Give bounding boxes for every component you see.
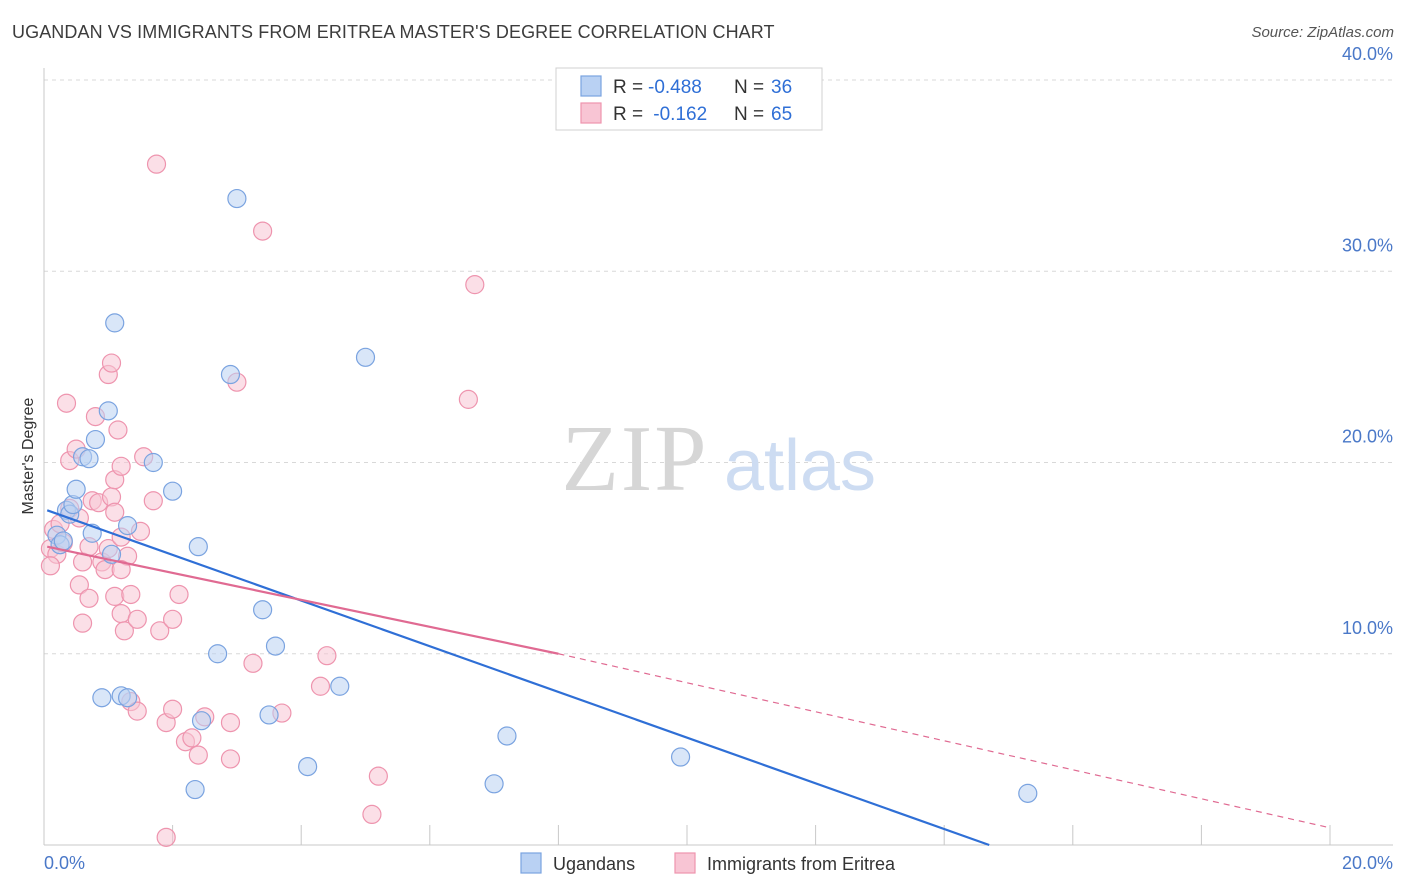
eritrea-point (317, 646, 337, 666)
grid-lines (44, 79, 1393, 655)
y-axis-title: Master's Degree (20, 397, 37, 514)
legend-r-label-2: R = (613, 104, 643, 125)
series-legend-swatch-ugandans (520, 852, 542, 874)
ugandans-point (253, 600, 273, 620)
eritrea-point (182, 728, 202, 748)
ugandans-point (227, 188, 247, 209)
ugandans-point (92, 688, 112, 708)
watermark-atlas: atlas (724, 426, 876, 506)
ugandans-trend-line (46, 509, 990, 847)
ugandans-point (66, 479, 86, 499)
eritrea-point (150, 621, 170, 641)
eritrea-point (56, 393, 77, 413)
ugandans-point (185, 779, 205, 800)
eritrea-point (101, 353, 122, 373)
eritrea-point (169, 584, 189, 605)
ugandans-point (53, 531, 73, 551)
legend-n-value-1: 36 (771, 77, 792, 98)
ugandans-point (208, 644, 228, 664)
legend-r-value-1: -0.488 (648, 77, 702, 98)
ugandans-point (259, 705, 279, 725)
x-tick-marks (43, 825, 1331, 845)
series-legend: Ugandans Immigrants from Eritrea (520, 852, 896, 874)
eritrea-point (188, 745, 208, 765)
eritrea-point (156, 827, 176, 847)
eritrea-point (40, 556, 61, 576)
eritrea-point (79, 588, 99, 608)
legend-n-value-2: 65 (771, 104, 792, 125)
x-tick-label-min: 0.0% (44, 853, 85, 873)
eritrea-point (368, 766, 388, 786)
eritrea-point (105, 502, 125, 522)
legend-r-label-1: R = (613, 77, 643, 98)
ugandans-point (105, 313, 125, 333)
eritrea-point (458, 389, 478, 409)
eritrea-point (143, 491, 163, 511)
legend-swatch-pink (580, 102, 602, 124)
series-legend-label-ugandans: Ugandans (553, 854, 635, 874)
ugandans-point (220, 364, 241, 385)
eritrea-point (108, 420, 128, 440)
series-ugandans-points (47, 188, 1038, 803)
eritrea-point (310, 676, 331, 696)
eritrea-point (69, 575, 89, 595)
ugandans-point (117, 516, 138, 536)
ugandans-point (484, 774, 504, 794)
watermark-zip: ZIP (562, 407, 709, 511)
eritrea-trend-extension (558, 653, 1331, 829)
ugandans-point (355, 347, 376, 367)
y-tick-label-30: 30.0% (1342, 235, 1393, 255)
chart-title: UGANDAN VS IMMIGRANTS FROM ERITREA MASTE… (12, 22, 775, 42)
x-tick-label-max: 20.0% (1342, 853, 1393, 873)
series-eritrea-points (40, 154, 485, 847)
ugandans-point (191, 711, 212, 731)
ugandans-point (497, 726, 517, 746)
eritrea-point (163, 609, 183, 629)
ugandans-point (330, 676, 350, 696)
ugandans-point (79, 449, 99, 469)
y-tick-label-20: 20.0% (1342, 427, 1393, 447)
source-label: Source: ZipAtlas.com (1251, 24, 1394, 41)
y-tick-label-40: 40.0% (1342, 44, 1393, 64)
eritrea-point (72, 613, 93, 633)
legend-r-value-2: -0.162 (648, 104, 707, 125)
trend-lines (46, 509, 1331, 847)
ugandans-point (98, 401, 118, 421)
y-tick-label-10: 10.0% (1342, 618, 1393, 638)
ugandans-point (117, 688, 138, 708)
stats-legend: R = -0.488 N = 36 R = -0.162 N = 65 (555, 67, 823, 131)
eritrea-point (111, 456, 131, 476)
eritrea-point (121, 584, 141, 605)
legend-n-label-2: N = (734, 104, 764, 125)
eritrea-trend-line (46, 545, 559, 655)
ugandans-point (265, 636, 286, 656)
eritrea-point (127, 609, 147, 629)
eritrea-point (111, 603, 131, 624)
ugandans-point (163, 481, 183, 501)
legend-swatch-blue (580, 75, 602, 97)
ugandans-point (143, 452, 163, 473)
series-legend-swatch-eritrea (674, 852, 696, 874)
ugandans-point (188, 537, 208, 557)
eritrea-point (243, 653, 263, 673)
eritrea-point (114, 621, 134, 641)
ugandans-point (298, 756, 318, 777)
ugandans-point (670, 747, 691, 767)
eritrea-point (127, 701, 147, 721)
ugandans-point (85, 429, 106, 450)
eritrea-point (253, 221, 273, 241)
eritrea-point (146, 154, 167, 174)
eritrea-point (163, 699, 183, 719)
eritrea-point (105, 586, 125, 606)
series-legend-label-eritrea: Immigrants from Eritrea (707, 854, 896, 874)
eritrea-point (220, 749, 241, 769)
eritrea-point (111, 559, 131, 580)
eritrea-point (220, 712, 241, 733)
y-tick-labels: 10.0% 20.0% 30.0% 40.0% (1342, 44, 1393, 638)
ugandans-point (1018, 783, 1038, 803)
eritrea-point (465, 275, 485, 295)
eritrea-point (362, 804, 382, 825)
legend-n-label-1: N = (734, 77, 764, 98)
